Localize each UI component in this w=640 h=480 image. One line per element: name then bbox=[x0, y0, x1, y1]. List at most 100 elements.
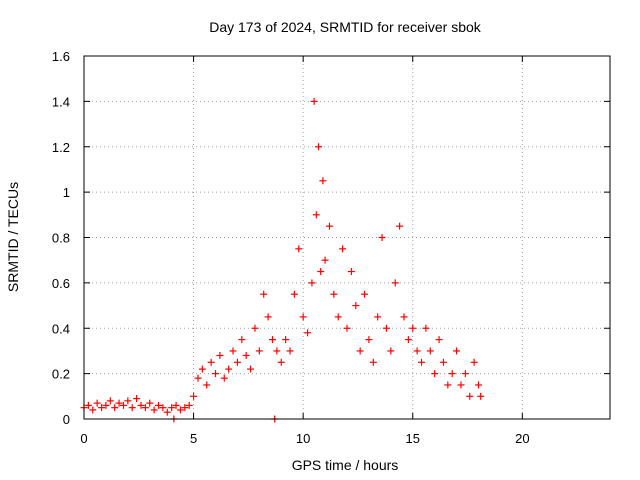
data-point bbox=[352, 302, 360, 310]
data-point bbox=[185, 401, 193, 409]
data-point bbox=[203, 381, 211, 389]
data-point bbox=[106, 397, 114, 405]
x-tick-label: 0 bbox=[80, 431, 87, 446]
data-point bbox=[277, 358, 285, 366]
data-point bbox=[255, 347, 263, 355]
data-point bbox=[404, 336, 412, 344]
data-point bbox=[409, 324, 417, 332]
data-point bbox=[229, 347, 237, 355]
data-point bbox=[330, 290, 338, 298]
data-point bbox=[207, 358, 215, 366]
data-point bbox=[448, 370, 456, 378]
data-point bbox=[84, 401, 92, 409]
data-point bbox=[212, 370, 219, 378]
data-point bbox=[387, 347, 395, 355]
y-tick-label: 0 bbox=[63, 412, 70, 427]
x-axis: 0 5 10 15 20 bbox=[80, 56, 530, 446]
data-point bbox=[242, 351, 250, 359]
data-point bbox=[431, 370, 439, 378]
y-tick-label: 1.6 bbox=[52, 49, 70, 64]
data-point bbox=[194, 374, 202, 382]
x-tick-label: 10 bbox=[296, 431, 310, 446]
data-point bbox=[93, 399, 101, 407]
x-axis-label: GPS time / hours bbox=[292, 457, 399, 473]
data-point bbox=[163, 408, 171, 416]
data-point bbox=[400, 313, 408, 321]
data-point bbox=[220, 374, 228, 382]
data-point bbox=[98, 404, 106, 412]
y-tick-label: 1.4 bbox=[52, 94, 70, 109]
y-axis: 0 0.2 0.4 0.6 0.8 1 1.2 1.4 1.6 bbox=[52, 49, 610, 427]
data-point bbox=[413, 347, 421, 355]
data-point bbox=[133, 395, 141, 403]
data-point bbox=[374, 313, 382, 321]
data-point bbox=[312, 211, 320, 219]
data-point bbox=[444, 381, 452, 389]
data-points bbox=[80, 97, 485, 423]
data-point bbox=[334, 313, 342, 321]
y-tick-label: 1 bbox=[63, 185, 70, 200]
data-point bbox=[102, 401, 110, 409]
plot-frame bbox=[83, 55, 611, 420]
x-tick-label: 5 bbox=[190, 431, 197, 446]
data-point bbox=[396, 222, 404, 230]
data-point bbox=[477, 392, 485, 400]
data-point bbox=[111, 404, 119, 412]
data-point bbox=[190, 392, 198, 400]
data-point bbox=[470, 358, 478, 366]
data-point bbox=[233, 358, 241, 366]
data-point bbox=[391, 279, 399, 287]
data-point bbox=[439, 358, 447, 366]
data-point bbox=[89, 406, 97, 414]
data-point bbox=[418, 358, 426, 366]
data-point bbox=[365, 336, 373, 344]
data-point bbox=[308, 279, 316, 287]
y-tick-label: 1.2 bbox=[52, 140, 70, 155]
data-point bbox=[128, 404, 136, 412]
data-point bbox=[119, 401, 127, 409]
data-point bbox=[461, 370, 469, 378]
data-point bbox=[382, 324, 390, 332]
data-point bbox=[115, 399, 123, 407]
data-point bbox=[343, 324, 351, 332]
data-point bbox=[282, 336, 290, 344]
data-point bbox=[435, 336, 443, 344]
data-point bbox=[225, 365, 233, 373]
data-point bbox=[172, 401, 180, 409]
data-point bbox=[356, 347, 364, 355]
data-point bbox=[290, 290, 298, 298]
data-point bbox=[319, 177, 327, 185]
data-point bbox=[181, 404, 189, 412]
data-point bbox=[369, 358, 377, 366]
data-point bbox=[198, 365, 206, 373]
data-point bbox=[347, 268, 355, 276]
chart-title: Day 173 of 2024, SRMTID for receiver sbo… bbox=[209, 19, 482, 35]
data-point bbox=[426, 347, 434, 355]
data-point bbox=[466, 392, 474, 400]
data-point bbox=[304, 329, 312, 337]
data-point bbox=[317, 268, 325, 276]
data-point bbox=[457, 381, 465, 389]
data-point bbox=[264, 313, 272, 321]
y-tick-label: 0.4 bbox=[52, 321, 70, 336]
y-tick-label: 0.2 bbox=[52, 367, 70, 382]
data-point bbox=[339, 245, 347, 253]
data-point bbox=[146, 399, 154, 407]
grid bbox=[84, 56, 610, 419]
data-point bbox=[159, 404, 167, 412]
data-point bbox=[286, 347, 294, 355]
data-point bbox=[295, 245, 303, 253]
data-point bbox=[260, 290, 268, 298]
data-point bbox=[321, 256, 329, 264]
data-point bbox=[453, 347, 461, 355]
data-point bbox=[325, 222, 333, 230]
data-point bbox=[176, 406, 184, 414]
data-point bbox=[137, 401, 145, 409]
data-point bbox=[216, 351, 224, 359]
data-point bbox=[150, 406, 158, 414]
x-tick-label: 20 bbox=[515, 431, 529, 446]
data-point bbox=[361, 290, 369, 298]
data-point bbox=[475, 381, 482, 389]
data-point bbox=[378, 234, 386, 241]
